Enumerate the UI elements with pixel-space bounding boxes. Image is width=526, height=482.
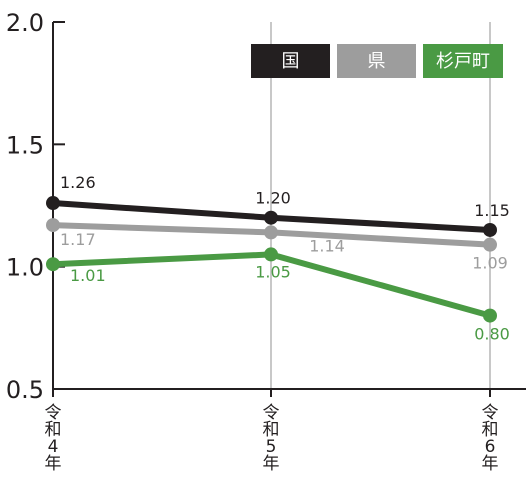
x-tick-label: 5 (266, 437, 277, 457)
x-tick-label: 和 (263, 420, 280, 440)
data-point (46, 218, 60, 233)
y-tick-label: 0.5 (6, 376, 44, 404)
data-label: 1.17 (60, 230, 96, 249)
data-label: 1.26 (60, 173, 96, 192)
legend-swatch-2 (337, 44, 416, 78)
data-point (264, 225, 278, 240)
x-tick-label: 令 (482, 403, 499, 423)
data-point (264, 247, 278, 262)
y-tick-label: 1.0 (6, 254, 44, 282)
x-tick-label: 年 (482, 454, 499, 474)
data-point (483, 222, 497, 237)
x-tick-label: 年 (45, 454, 62, 474)
legend-label: 県 (368, 51, 386, 72)
x-tick-label: 年 (263, 454, 280, 474)
legend-label: 杉戸町 (436, 51, 490, 72)
x-tick-label: 4 (48, 437, 59, 457)
x-tick-label: 和 (45, 420, 62, 440)
data-point (46, 196, 60, 211)
data-label: 1.05 (255, 262, 291, 281)
data-point (46, 257, 60, 272)
data-label: 1.14 (309, 236, 345, 255)
x-tick-label: 6 (485, 437, 496, 457)
data-point (483, 308, 497, 323)
x-tick-label: 和 (482, 420, 499, 440)
y-tick-label: 2.0 (6, 9, 44, 37)
data-label: 1.09 (472, 254, 508, 273)
y-tick-label: 1.5 (6, 131, 44, 159)
data-label: 1.20 (255, 189, 291, 208)
data-label: 1.15 (474, 201, 510, 220)
legend-label: 国 (282, 51, 300, 72)
data-label: 1.01 (70, 266, 106, 285)
data-label: 0.80 (474, 325, 510, 344)
x-tick-label: 令 (45, 403, 62, 423)
legend-swatch-1 (251, 44, 330, 78)
x-tick-label: 令 (263, 403, 280, 423)
data-point (264, 210, 278, 225)
data-point (483, 237, 497, 252)
legend-swatch-3 (423, 44, 503, 78)
